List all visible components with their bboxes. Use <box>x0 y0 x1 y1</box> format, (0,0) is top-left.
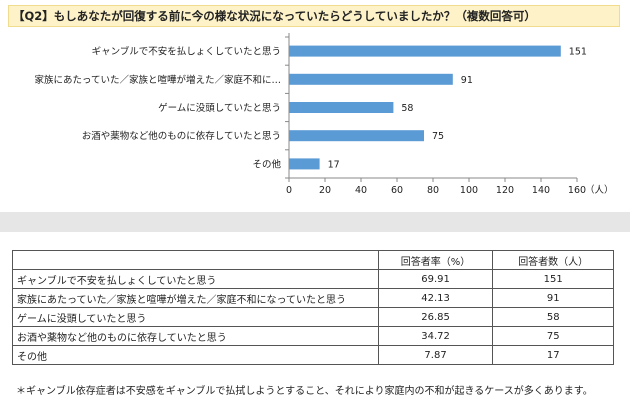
footnote: ＊ギャンブル依存症者は不安感をギャンブルで払拭しようとすること、それにより家庭内… <box>16 386 593 397</box>
category-label: お酒や薬物など他のものに依存していたと思う <box>82 130 281 142</box>
table-row: ゲームに没頭していたと思う 26.85 58 <box>12 307 614 327</box>
bar <box>289 102 394 113</box>
x-tick-label: 100 <box>460 185 478 196</box>
category-label: その他 <box>252 158 281 170</box>
bar <box>289 130 424 142</box>
table-row: 家族にあたっていた／家族と喧嘩が増えた／家庭不和になっていたと思う 42.13 … <box>12 288 614 308</box>
row-count: 75 <box>492 326 614 346</box>
bar <box>289 158 320 170</box>
x-tick-label: 160 <box>568 185 586 196</box>
table-header-rate: 回答者率（%） <box>377 250 494 270</box>
row-label: お酒や薬物など他のものに依存していたと思う <box>12 326 379 346</box>
x-tick-label: 80 <box>427 185 439 196</box>
x-tick-label: 60 <box>391 185 403 196</box>
results-table: 回答者率（%） 回答者数（人） ギャンブルで不安を払しょくしていたと思う 69.… <box>12 250 614 365</box>
table-row: ギャンブルで不安を払しょくしていたと思う 69.91 151 <box>12 269 614 289</box>
data-label: 75 <box>432 131 444 142</box>
bar <box>289 45 561 57</box>
chart-title: 【Q2】もしあなたが回復する前に今の様な状況になっていたらどうしていましたか？（… <box>8 5 620 27</box>
x-tick-label: 120 <box>496 185 514 196</box>
row-count: 58 <box>492 307 614 327</box>
category-label: 家族にあたっていた／家族と喧嘩が増えた／家庭不和に… <box>34 74 281 86</box>
row-rate: 26.85 <box>377 307 494 327</box>
category-label: ギャンブルで不安を払しょくしていたと思う <box>92 46 281 58</box>
x-tick-label: 140 <box>532 185 550 196</box>
data-label: 151 <box>569 47 587 58</box>
data-label: 58 <box>401 103 413 114</box>
bar <box>289 73 453 85</box>
row-rate: 7.87 <box>377 345 494 365</box>
x-axis-unit: （人） <box>585 184 614 196</box>
row-label: ゲームに没頭していたと思う <box>12 307 379 327</box>
bar-chart: ギャンブルで不安を払しょくしていたと思う 151 家族にあたっていた／家族と喧嘩が増… <box>34 33 614 196</box>
data-label: 91 <box>461 75 473 86</box>
x-tick-label: 40 <box>355 185 367 196</box>
chart-panel: 【Q2】もしあなたが回復する前に今の様な状況になっていたらどうしていましたか？（… <box>8 5 620 196</box>
row-label: その他 <box>12 345 379 365</box>
table-row: その他 7.87 17 <box>12 345 614 365</box>
row-count: 151 <box>492 269 614 289</box>
row-label: 家族にあたっていた／家族と喧嘩が増えた／家庭不和になっていたと思う <box>12 288 379 308</box>
row-rate: 42.13 <box>377 288 494 308</box>
row-count: 17 <box>492 345 614 365</box>
row-count: 91 <box>492 288 614 308</box>
category-label: ゲームに没頭していたと思う <box>158 102 281 114</box>
x-tick-label: 0 <box>286 185 292 196</box>
table-header-count: 回答者数（人） <box>492 250 614 270</box>
data-label: 17 <box>328 159 340 170</box>
table-header-label <box>12 250 379 270</box>
row-label: ギャンブルで不安を払しょくしていたと思う <box>12 269 379 289</box>
row-rate: 69.91 <box>377 269 494 289</box>
section-divider <box>0 212 630 232</box>
table-header-row: 回答者率（%） 回答者数（人） <box>12 250 614 270</box>
x-tick-label: 20 <box>319 185 331 196</box>
row-rate: 34.72 <box>377 326 494 346</box>
table-row: お酒や薬物など他のものに依存していたと思う 34.72 75 <box>12 326 614 346</box>
table-panel: 回答者率（%） 回答者数（人） ギャンブルで不安を払しょくしていたと思う 69.… <box>0 232 630 407</box>
